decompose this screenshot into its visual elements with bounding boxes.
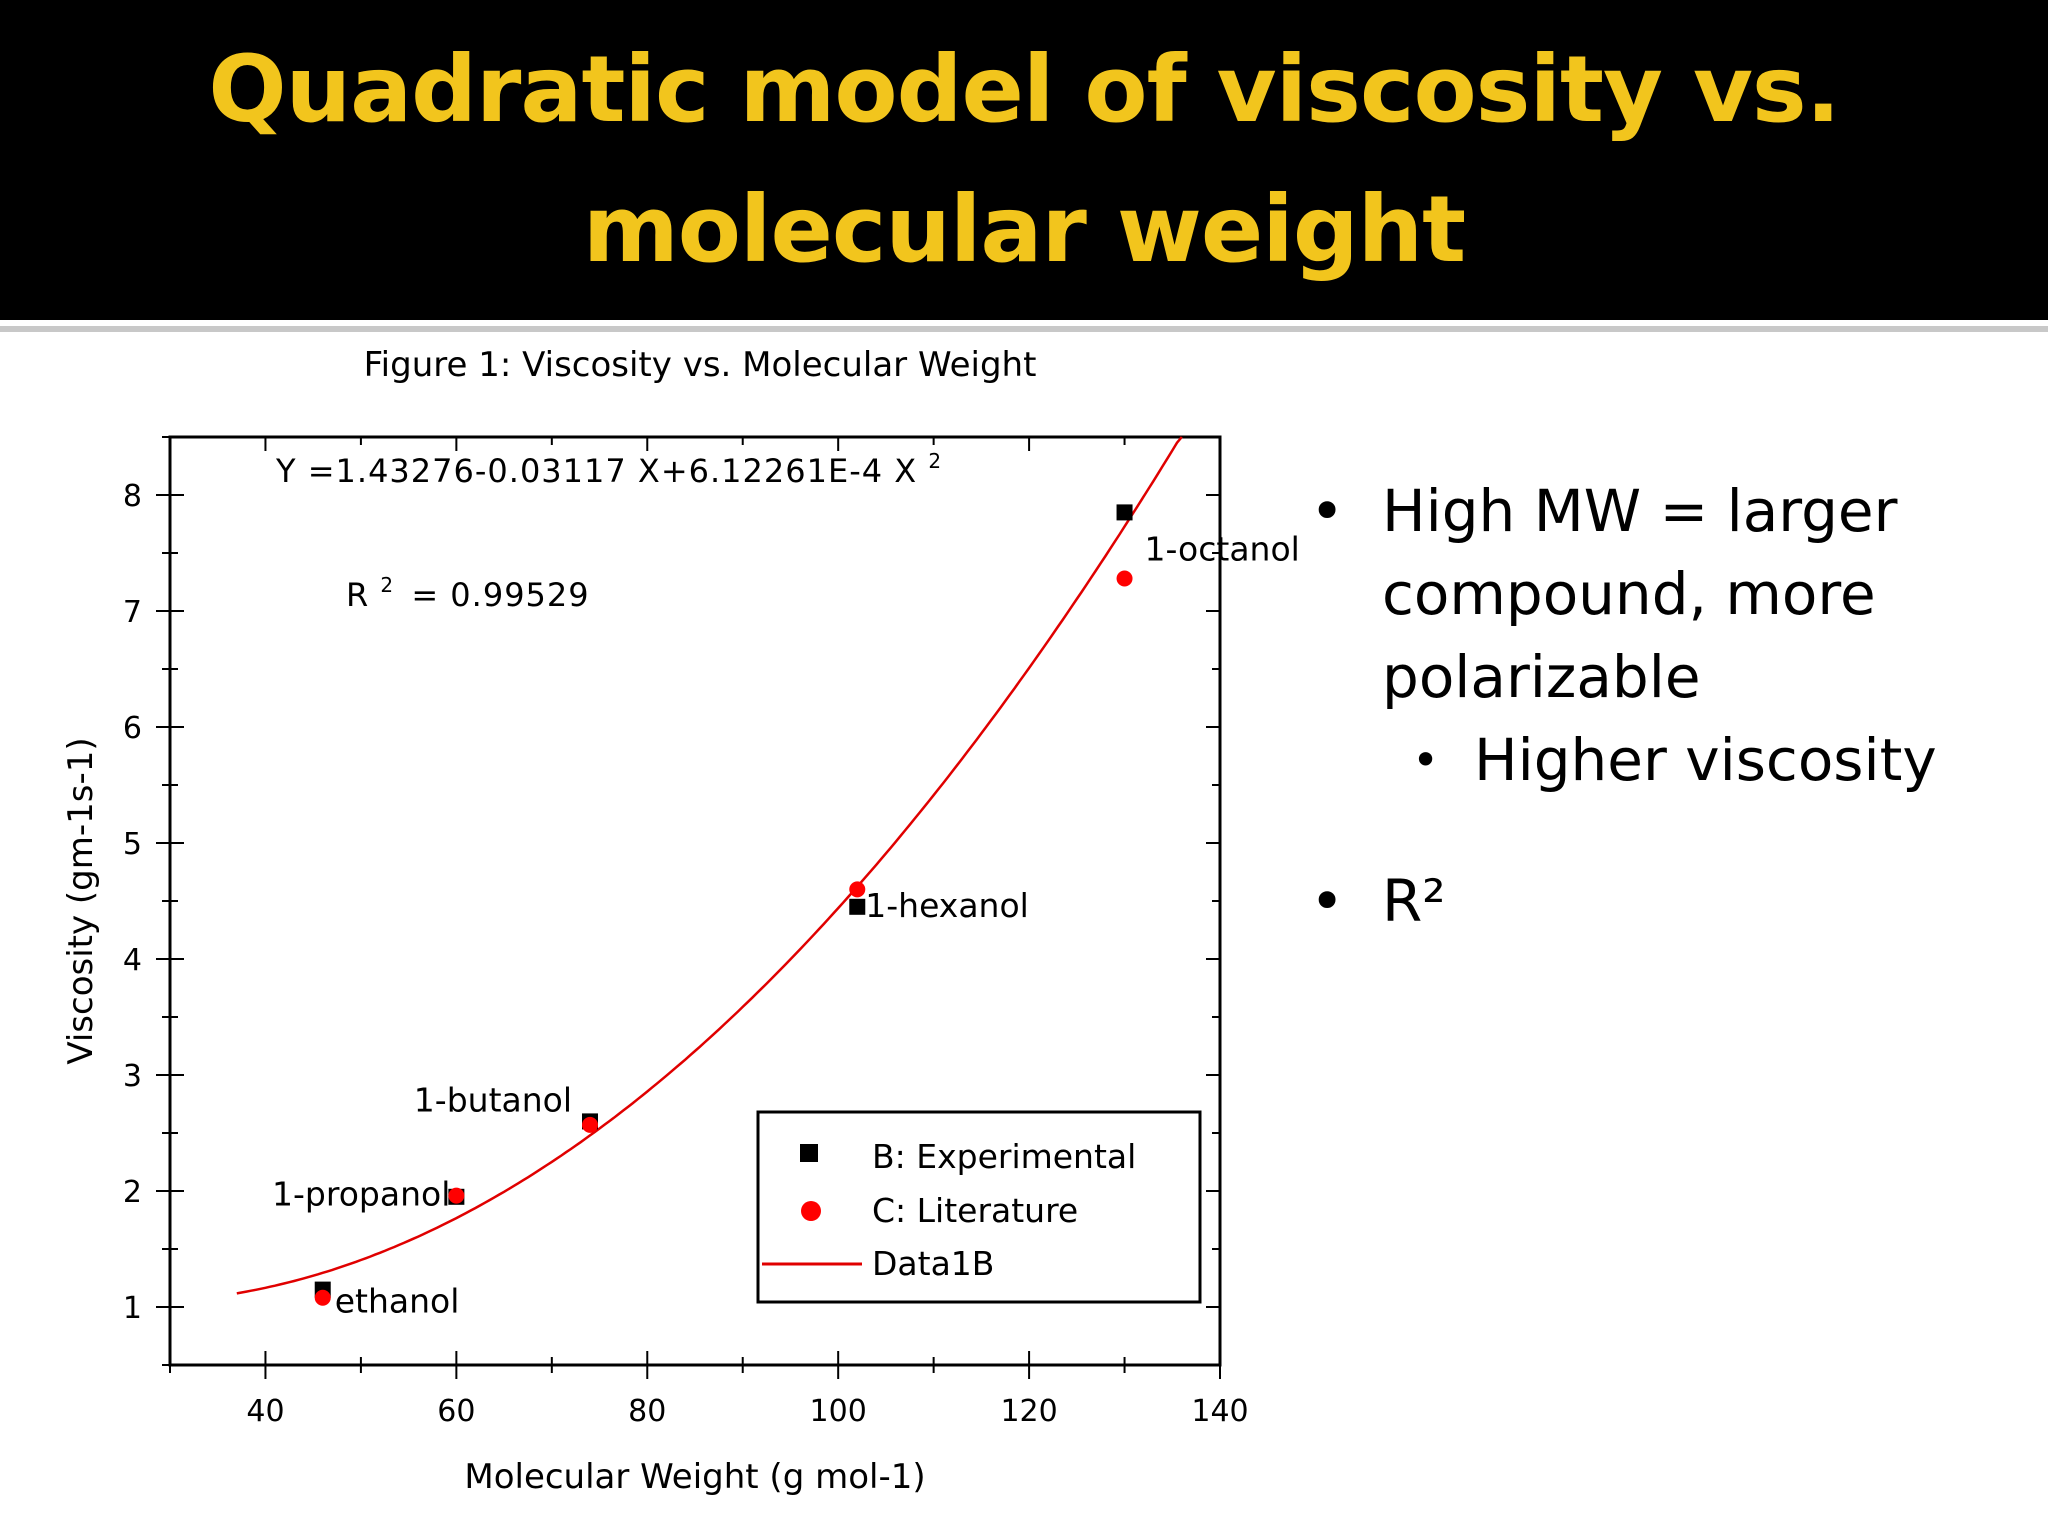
point-label: 1-propanol [272, 1175, 450, 1214]
experimental-point [1116, 504, 1133, 521]
y-tick-label: 5 [123, 827, 142, 862]
literature-point [314, 1289, 331, 1306]
point-labels: ethanol 1-propanol 1-butanol 1-hexanol 1-oct… [272, 529, 1300, 1320]
x-tick-label: 140 [1191, 1394, 1248, 1429]
point-label: 1-octanol [1145, 529, 1300, 568]
bullet-list: • High MW = larger compound, more polari… [1310, 470, 2010, 943]
equation-main: Y =1.43276-0.03117 X+6.12261E-4 X [275, 452, 917, 490]
legend-label-literature: C: Literature [872, 1191, 1078, 1230]
title-divider [0, 326, 2048, 332]
point-label: 1-hexanol [865, 886, 1029, 925]
y-tick-label: 1 [123, 1291, 142, 1326]
y-tick-label: 6 [123, 711, 142, 746]
axis-ticks [156, 436, 1221, 1379]
sub-bullet-dot: • [1412, 733, 1440, 787]
y-tick-label: 7 [123, 595, 142, 630]
experimental-point [849, 898, 866, 915]
title-bar: Quadratic model of viscosity vs. molecul… [0, 0, 2048, 320]
literature-point [1116, 570, 1133, 587]
y-axis-label: Viscosity (gm-1s-1) [61, 737, 101, 1064]
slide-title-line-1: Quadratic model of viscosity vs. [208, 36, 1840, 143]
r-squared-power: 2 [380, 573, 394, 597]
y-tick-label: 4 [123, 943, 142, 978]
bullet-dot: • [1310, 477, 1345, 545]
sub-bullet-item-1: • Higher viscosity [1412, 719, 2010, 802]
legend-marker-experimental [800, 1144, 818, 1162]
bullet-item-2: • R² [1310, 860, 2010, 943]
fit-curve [236, 436, 1183, 1295]
y-tick-label: 8 [123, 479, 142, 514]
bullet-text: R² [1382, 867, 1446, 935]
bullet-item-1: • High MW = larger compound, more polari… [1310, 470, 2010, 719]
r-squared-text: R 2 = 0.99529 [346, 562, 590, 614]
x-axis-label: Molecular Weight (g mol-1) [464, 1457, 925, 1497]
chart-title: Figure 1: Viscosity vs. Molecular Weight [364, 345, 1037, 385]
literature-point [582, 1116, 598, 1133]
data-markers [314, 504, 1133, 1306]
point-label: 1-butanol [414, 1080, 572, 1119]
x-tick-labels: 40 60 80 100 120 140 [246, 1394, 1248, 1429]
r-squared-prefix: R [346, 576, 369, 614]
x-tick-label: 100 [810, 1394, 867, 1429]
bullet-dot: • [1310, 867, 1345, 935]
x-tick-label: 120 [1000, 1394, 1057, 1429]
x-tick-label: 40 [246, 1394, 284, 1429]
literature-point [849, 881, 866, 898]
x-tick-label: 60 [437, 1394, 475, 1429]
x-tick-label: 80 [628, 1394, 666, 1429]
literature-point [448, 1187, 465, 1204]
legend: B: Experimental C: Literature Data1B [756, 1110, 1202, 1304]
point-label: ethanol [335, 1282, 460, 1321]
y-tick-labels: 1 2 3 4 5 6 7 8 [123, 479, 142, 1326]
slide-title-line-2: molecular weight [582, 176, 1466, 283]
y-tick-label: 2 [123, 1175, 142, 1210]
equation-power: 2 [928, 449, 942, 473]
sub-bullet-text: Higher viscosity [1474, 726, 1937, 794]
y-tick-label: 3 [123, 1059, 142, 1094]
legend-label-fit: Data1B [872, 1244, 994, 1283]
legend-box [756, 1110, 1202, 1304]
legend-label-experimental: B: Experimental [872, 1137, 1136, 1176]
bullet-text: High MW = larger compound, more polariza… [1382, 477, 1898, 711]
legend-marker-literature [801, 1201, 821, 1221]
equation-text: Y =1.43276-0.03117 X+6.12261E-4 X 2 [275, 449, 942, 490]
r-squared-value: = 0.99529 [411, 576, 589, 614]
viscosity-chart: Figure 1: Viscosity vs. Molecular Weight… [61, 345, 1300, 1497]
